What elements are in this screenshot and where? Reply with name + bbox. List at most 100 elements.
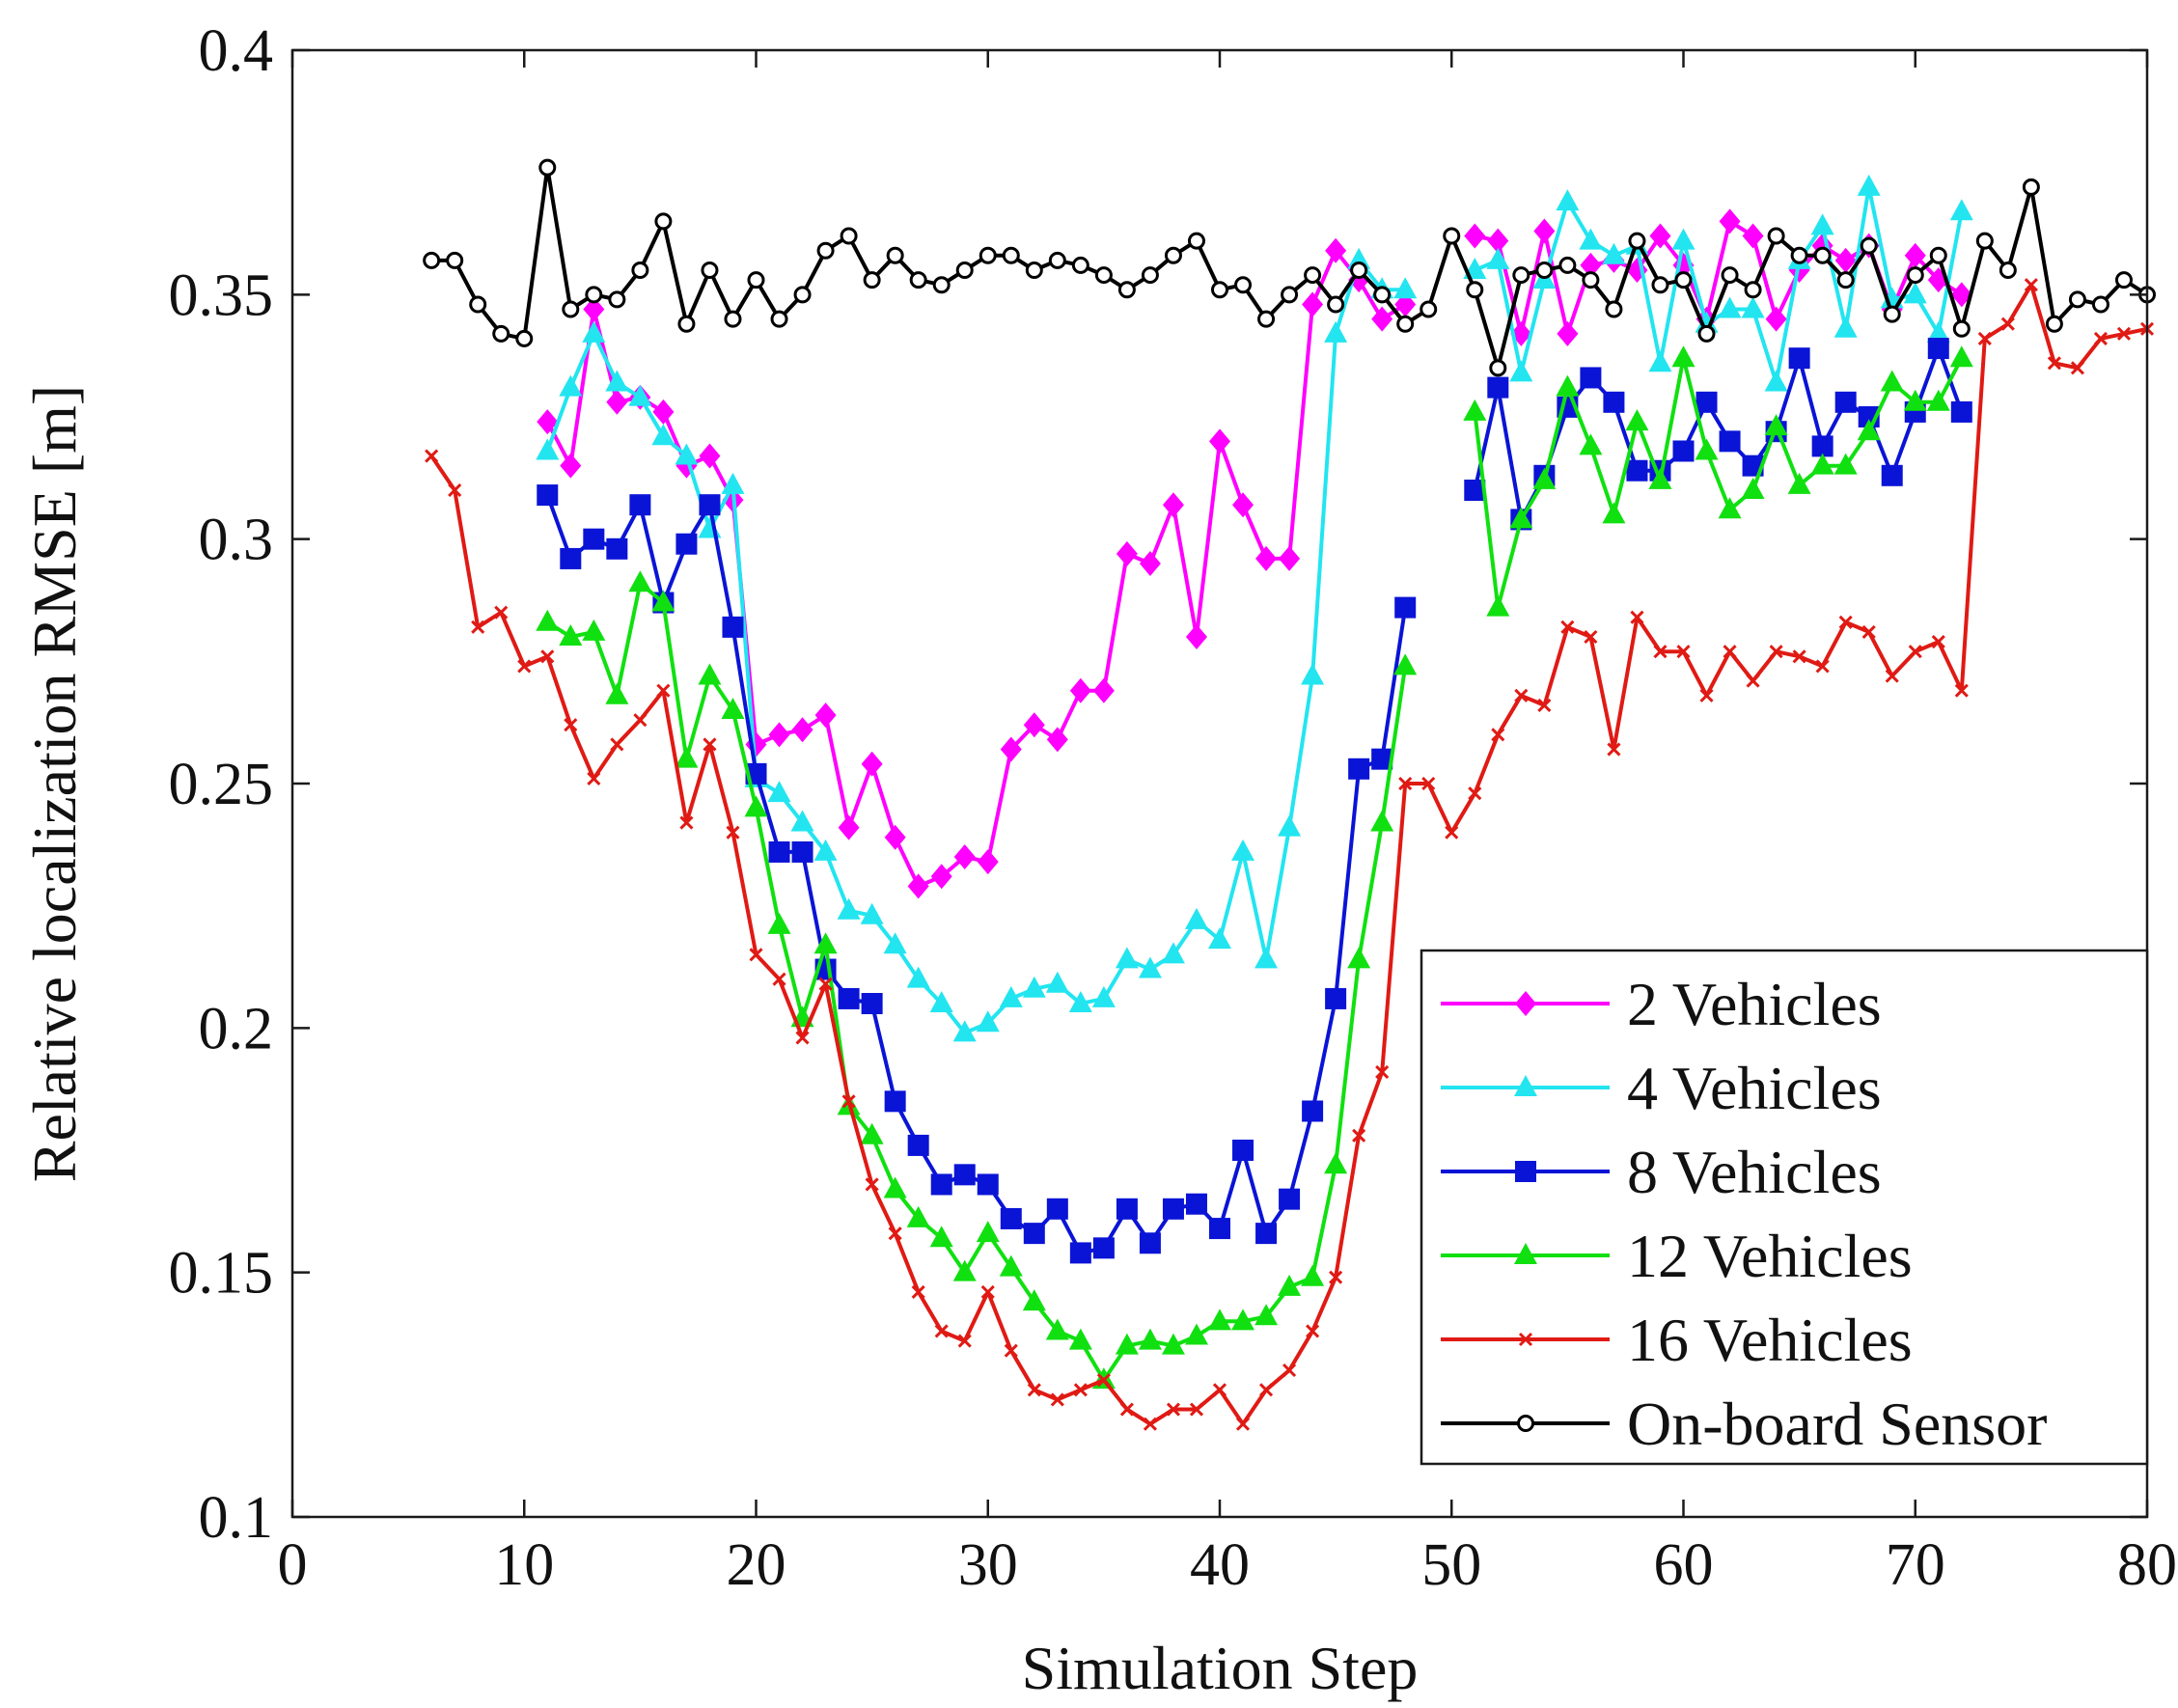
data-point-16-vehicles (425, 449, 439, 463)
data-point-on-board-sensor (654, 212, 673, 231)
data-point-4-vehicles (582, 320, 606, 343)
data-point-2-vehicles (652, 399, 675, 425)
data-point-16-vehicles (1050, 1392, 1064, 1407)
data-point-12-vehicles (1486, 594, 1510, 617)
data-point-on-board-sensor (1117, 281, 1136, 299)
x-tick-label: 70 (1886, 1532, 1945, 1598)
data-point-on-board-sensor (1697, 324, 1716, 343)
data-point-8-vehicles (1209, 1218, 1230, 1240)
data-point-16-vehicles (1445, 825, 1459, 840)
data-point-4-vehicles (837, 897, 861, 920)
data-point-16-vehicles (1166, 1402, 1181, 1417)
data-point-2-vehicles (1904, 242, 1926, 268)
data-point-on-board-sensor (492, 324, 510, 343)
data-point-8-vehicles (1371, 748, 1393, 770)
data-point-on-board-sensor (747, 271, 765, 289)
data-point-on-board-sensor (515, 329, 534, 347)
data-point-8-vehicles (1162, 1198, 1184, 1220)
data-point-16-vehicles (795, 1031, 810, 1045)
legend-item-16-vehicles: 16 Vehicles (1441, 1306, 1913, 1374)
data-point-12-vehicles (1880, 370, 1904, 392)
data-point-4-vehicles (1718, 296, 1742, 318)
x-tick-label: 20 (727, 1532, 786, 1598)
data-point-12-vehicles (1231, 1309, 1255, 1331)
data-point-8-vehicles (1394, 596, 1417, 619)
data-point-16-vehicles (1607, 742, 1621, 757)
data-point-16-vehicles (726, 825, 740, 840)
data-point-16-vehicles (1189, 1402, 1204, 1417)
data-point-4-vehicles (860, 902, 884, 924)
data-point-2-vehicles (1302, 291, 1324, 317)
data-point-16-vehicles (1769, 645, 1783, 659)
data-point-2-vehicles (977, 849, 999, 875)
data-point-2-vehicles (1232, 492, 1254, 518)
data-point-on-board-sensor (979, 246, 997, 264)
series-4-vehicles (536, 174, 1973, 1042)
data-point-8-vehicles (838, 987, 860, 1009)
data-point-8-vehicles (1232, 1140, 1254, 1161)
data-point-12-vehicles (559, 624, 583, 646)
data-point-on-board-sensor (538, 158, 557, 177)
data-point-2-vehicles (1580, 252, 1602, 278)
data-point-2-vehicles (861, 751, 883, 777)
data-point-on-board-sensor (1975, 232, 1994, 250)
series-line-4-vehicles (545, 184, 1964, 1035)
data-point-2-vehicles (884, 824, 906, 850)
data-point-12-vehicles (1393, 653, 1418, 675)
legend: 2 Vehicles 4 Vehicles 8 Vehicles 12 Vehicle… (1420, 949, 2149, 1466)
y-tick-label: 0.2 (199, 996, 274, 1061)
data-point-4-vehicles (1486, 247, 1510, 269)
data-point-on-board-sensor (1211, 281, 1228, 299)
legend-marker-4-vehicles (1514, 1075, 1537, 1096)
data-point-4-vehicles (1509, 360, 1533, 382)
data-point-on-board-sensor (2091, 295, 2109, 314)
data-point-16-vehicles (1421, 776, 1436, 791)
data-point-on-board-sensor (1929, 246, 1947, 264)
data-point-4-vehicles (813, 839, 838, 861)
data-point-16-vehicles (1398, 776, 1413, 791)
data-point-4-vehicles (1022, 976, 1046, 998)
data-point-12-vehicles (721, 698, 745, 719)
data-point-4-vehicles (1161, 942, 1185, 964)
data-point-2-vehicles (537, 409, 559, 435)
data-point-2-vehicles (838, 814, 860, 840)
data-point-12-vehicles (1463, 399, 1487, 421)
data-point-4-vehicles (1138, 956, 1162, 978)
data-point-16-vehicles (1375, 1064, 1390, 1079)
data-point-16-vehicles (679, 815, 694, 830)
data-point-16-vehicles (772, 972, 786, 986)
data-point-12-vehicles (860, 1122, 884, 1144)
data-point-16-vehicles (703, 737, 717, 752)
data-point-2-vehicles (1325, 237, 1347, 263)
y-tick-label: 0.3 (199, 508, 274, 573)
data-point-16-vehicles (1235, 1417, 1251, 1431)
data-point-12-vehicles (1810, 453, 1834, 475)
data-point-12-vehicles (1138, 1328, 1162, 1350)
data-point-on-board-sensor (1327, 295, 1345, 314)
data-point-on-board-sensor (1790, 246, 1808, 264)
data-point-8-vehicles (768, 840, 790, 863)
data-point-12-vehicles (675, 746, 699, 768)
data-point-2-vehicles (1950, 282, 1972, 308)
data-point-2-vehicles (1557, 320, 1579, 346)
data-point-4-vehicles (1579, 228, 1603, 250)
data-point-12-vehicles (999, 1254, 1023, 1277)
data-point-on-board-sensor (1883, 305, 1901, 323)
x-tick-label: 40 (1190, 1532, 1250, 1598)
data-point-on-board-sensor (446, 251, 464, 269)
data-point-on-board-sensor (1373, 286, 1392, 304)
data-point-8-vehicles (1348, 758, 1370, 780)
data-point-8-vehicles (1464, 480, 1486, 501)
legend-item-on-board-sensor: On-board Sensor (1441, 1390, 2047, 1458)
data-point-16-vehicles (1699, 688, 1714, 702)
data-point-on-board-sensor (1094, 266, 1113, 285)
data-point-4-vehicles (1810, 213, 1834, 235)
data-point-on-board-sensor (608, 290, 626, 309)
legend-label-12-vehicles: 12 Vehicles (1627, 1222, 1913, 1290)
data-point-2-vehicles (1719, 208, 1741, 234)
data-point-16-vehicles (1352, 1128, 1366, 1143)
x-tick-label: 0 (278, 1532, 308, 1598)
data-point-on-board-sensor (1721, 266, 1739, 285)
data-point-16-vehicles (818, 977, 833, 991)
data-point-16-vehicles (2070, 361, 2084, 375)
